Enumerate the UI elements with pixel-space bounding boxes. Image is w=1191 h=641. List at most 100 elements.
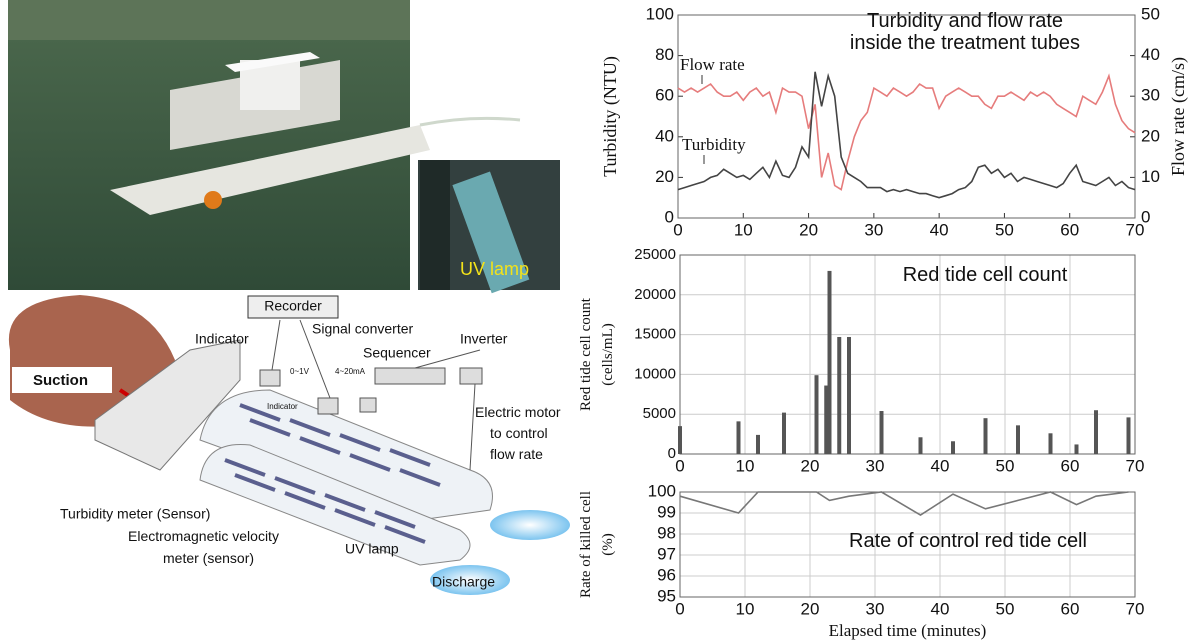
x-tick-label: 30: [864, 220, 883, 239]
bar: [1049, 433, 1053, 454]
y-tick-label: 0: [668, 445, 676, 462]
x-tick-label: 20: [799, 220, 818, 239]
y-tick-label: 98: [657, 523, 676, 542]
y2-tick-label: 20: [1141, 126, 1160, 145]
label: Sequencer: [363, 345, 431, 361]
y-axis-label: Rate of killed cell (%): [578, 491, 616, 598]
text-line: Elapsed time (minutes): [829, 621, 987, 640]
label: 4~20mA: [335, 367, 366, 376]
x-tick-label: 10: [734, 220, 753, 239]
y2-axis-label: Flow rate (cm/s): [1168, 57, 1189, 176]
bar: [678, 426, 682, 454]
text-line: inside the treatment tubes: [850, 32, 1080, 54]
text-line: Turbidity and flow rate: [867, 10, 1063, 32]
label: Electric motorto controlflow rate: [475, 404, 561, 462]
x-axis-label: Elapsed time (minutes): [829, 621, 987, 640]
x-tick-label: 10: [736, 599, 755, 618]
y-tick-label: 80: [655, 45, 674, 64]
diagram: Suction Recorder Indicator Signal conver…: [9, 295, 570, 595]
x-tick-label: 0: [675, 456, 684, 475]
y-tick-label: 15000: [634, 326, 676, 343]
x-tick-label: 20: [801, 599, 820, 618]
y2-tick-label: 50: [1141, 4, 1160, 23]
text-line: Turbidity (NTU): [600, 56, 621, 177]
x-tick-label: 70: [1126, 599, 1145, 618]
x-tick-label: 50: [996, 456, 1015, 475]
y-tick-label: 20: [655, 167, 674, 186]
x-tick-label: 60: [1060, 220, 1079, 239]
text-line: Rate of killed cell: [578, 491, 594, 598]
text-line: Flow rate (cm/s): [1168, 57, 1189, 176]
y-tick-label: 100: [646, 4, 674, 23]
x-tick-label: 60: [1061, 456, 1080, 475]
bar: [737, 421, 741, 454]
label: Turbidity meter (Sensor): [60, 506, 210, 522]
y-tick-label: 60: [655, 86, 674, 105]
x-tick-label: 0: [675, 599, 684, 618]
x-tick-label: 40: [931, 456, 950, 475]
bar: [951, 441, 955, 454]
y-axis-label: Turbidity (NTU): [600, 56, 621, 177]
label: Indicator: [267, 402, 298, 411]
series-line: [678, 72, 1135, 198]
y-tick-label: 20000: [634, 286, 676, 303]
label: Inverter: [460, 331, 508, 347]
x-tick-label: 70: [1126, 456, 1145, 475]
y-axis-label: Red tide cell count (cells/mL): [578, 297, 616, 411]
label: Signal converter: [312, 321, 414, 337]
text-line: Rate of control red tide cell: [849, 530, 1087, 552]
text-line: Red tide cell count: [578, 297, 594, 411]
bar: [756, 435, 760, 454]
series-line: [678, 76, 1135, 190]
series-label: Turbidity: [682, 135, 746, 154]
bar: [828, 271, 832, 454]
bar: [1127, 417, 1131, 454]
text-line: (%): [600, 533, 616, 556]
y2-tick-label: 30: [1141, 86, 1160, 105]
y2-tick-label: 10: [1141, 167, 1160, 186]
series-line: [680, 492, 1129, 515]
bar: [919, 437, 923, 454]
y-tick-label: 10000: [634, 365, 676, 382]
page: { "photo": {"inset_label": "UV lamp"}, "…: [0, 0, 1191, 641]
series-label: Flow rate: [680, 55, 745, 74]
x-tick-label: 0: [673, 220, 682, 239]
bar: [880, 411, 884, 454]
chart-title: Red tide cell count: [903, 264, 1068, 286]
x-tick-label: 30: [866, 456, 885, 475]
bar: [1016, 425, 1020, 454]
y-tick-label: 5000: [643, 405, 676, 422]
label: Recorder: [264, 298, 322, 314]
bar: [984, 418, 988, 454]
y-tick-label: 97: [657, 544, 676, 563]
label: Suction: [33, 372, 88, 389]
inset-label: UV lamp: [460, 259, 529, 279]
y-tick-label: 95: [657, 586, 676, 605]
x-tick-label: 60: [1061, 599, 1080, 618]
y2-tick-label: 0: [1141, 207, 1150, 226]
bar: [837, 337, 841, 454]
y-tick-label: 96: [657, 565, 676, 584]
chart-title: Rate of control red tide cell: [849, 530, 1087, 552]
x-tick-label: 10: [736, 456, 755, 475]
label: Discharge: [432, 574, 495, 590]
x-tick-label: 30: [866, 599, 885, 618]
text-line: (cells/mL): [600, 323, 616, 385]
y-tick-label: 40: [655, 126, 674, 145]
bar: [782, 413, 786, 454]
y-tick-label: 100: [648, 481, 676, 500]
x-tick-label: 20: [801, 456, 820, 475]
bar: [1075, 444, 1079, 454]
label: UV lamp: [345, 541, 399, 557]
y-tick-label: 0: [665, 207, 674, 226]
y-tick-label: 99: [657, 502, 676, 521]
y-tick-label: 25000: [634, 246, 676, 263]
figure: UV lamp Suction Recorder Indicator Signa…: [0, 0, 1191, 641]
x-tick-label: 50: [995, 220, 1014, 239]
bar: [815, 375, 819, 454]
y2-tick-label: 40: [1141, 45, 1160, 64]
label: 0~1V: [290, 367, 310, 376]
